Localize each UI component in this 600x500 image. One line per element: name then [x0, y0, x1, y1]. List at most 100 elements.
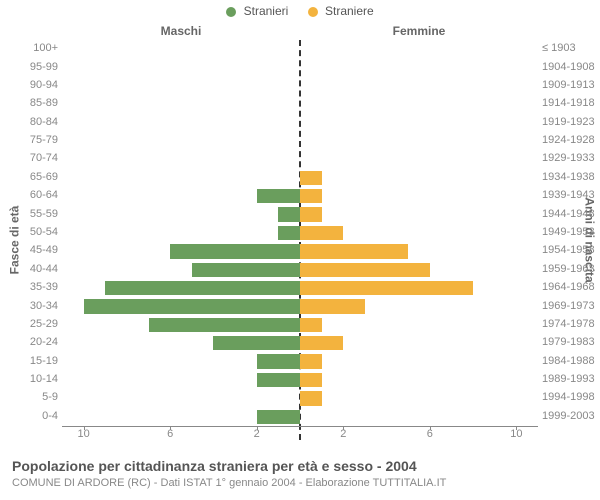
- birth-year-label: 1979-1983: [542, 336, 600, 348]
- birth-year-label: 1929-1933: [542, 152, 600, 164]
- pyramid-row: [62, 389, 538, 407]
- pyramid-row: [62, 279, 538, 297]
- age-label: 40-44: [0, 263, 58, 275]
- age-label: 75-79: [0, 134, 58, 146]
- pyramid-row: [62, 132, 538, 150]
- legend-swatch-m: [226, 7, 236, 17]
- pyramid-row: [62, 334, 538, 352]
- age-label: 25-29: [0, 318, 58, 330]
- chart-plot-area: 10622610: [62, 40, 538, 440]
- birth-year-label: 1949-1953: [542, 226, 600, 238]
- age-label: 55-59: [0, 208, 58, 220]
- bar-femmine: [300, 226, 343, 240]
- pyramid-row: [62, 40, 538, 58]
- birth-year-label: 1959-1963: [542, 263, 600, 275]
- age-label: 85-89: [0, 97, 58, 109]
- age-label: 90-94: [0, 79, 58, 91]
- x-axis-line: [62, 426, 538, 427]
- birth-year-label: 1914-1918: [542, 97, 600, 109]
- x-tick-label: 10: [78, 428, 90, 440]
- pyramid-row: [62, 205, 538, 223]
- age-label: 60-64: [0, 189, 58, 201]
- birth-year-label: 1969-1973: [542, 300, 600, 312]
- age-label: 50-54: [0, 226, 58, 238]
- pyramid-row: [62, 352, 538, 370]
- birth-year-label: 1909-1913: [542, 79, 600, 91]
- x-tick-label: 6: [427, 428, 433, 440]
- bar-femmine: [300, 354, 322, 368]
- bar-femmine: [300, 171, 322, 185]
- bar-maschi: [257, 189, 300, 203]
- legend-swatch-f: [308, 7, 318, 17]
- pyramid-row: [62, 77, 538, 95]
- bar-femmine: [300, 299, 365, 313]
- x-tick-label: 2: [254, 428, 260, 440]
- bar-femmine: [300, 391, 322, 405]
- birth-year-label: 1954-1958: [542, 244, 600, 256]
- birth-year-label: 1919-1923: [542, 116, 600, 128]
- bar-femmine: [300, 373, 322, 387]
- birth-year-label: 1989-1993: [542, 373, 600, 385]
- birth-year-label: 1994-1998: [542, 391, 600, 403]
- bar-maschi: [105, 281, 300, 295]
- bar-femmine: [300, 189, 322, 203]
- bar-femmine: [300, 318, 322, 332]
- chart-subtitle: COMUNE DI ARDORE (RC) - Dati ISTAT 1° ge…: [12, 477, 446, 489]
- birth-year-label: 1934-1938: [542, 171, 600, 183]
- bar-maschi: [170, 244, 300, 258]
- birth-year-label: 1939-1943: [542, 189, 600, 201]
- pyramid-row: [62, 242, 538, 260]
- age-label: 30-34: [0, 300, 58, 312]
- bar-maschi: [257, 410, 300, 424]
- legend-item-f: Straniere: [308, 4, 374, 18]
- pyramid-row: [62, 297, 538, 315]
- birth-year-label: 1999-2003: [542, 410, 600, 422]
- pyramid-row: [62, 371, 538, 389]
- x-tick-label: 10: [510, 428, 522, 440]
- birth-year-label: 1974-1978: [542, 318, 600, 330]
- bar-maschi: [278, 226, 300, 240]
- chart-container: { "chart": { "type": "population-pyramid…: [0, 0, 600, 500]
- chart-title: Popolazione per cittadinanza straniera p…: [12, 458, 417, 474]
- bar-maschi: [149, 318, 300, 332]
- bar-femmine: [300, 207, 322, 221]
- x-tick-label: 6: [167, 428, 173, 440]
- bar-maschi: [192, 263, 300, 277]
- bar-femmine: [300, 336, 343, 350]
- bar-femmine: [300, 281, 473, 295]
- birth-year-label: ≤ 1903: [542, 42, 600, 54]
- age-label: 65-69: [0, 171, 58, 183]
- pyramid-row: [62, 58, 538, 76]
- pyramid-row: [62, 408, 538, 426]
- age-label: 80-84: [0, 116, 58, 128]
- column-header-maschi: Maschi: [62, 24, 300, 38]
- birth-year-label: 1904-1908: [542, 61, 600, 73]
- column-header-femmine: Femmine: [300, 24, 538, 38]
- chart-legend: Stranieri Straniere: [0, 4, 600, 18]
- bar-femmine: [300, 263, 430, 277]
- age-label: 20-24: [0, 336, 58, 348]
- pyramid-row: [62, 114, 538, 132]
- legend-item-m: Stranieri: [226, 4, 288, 18]
- birth-year-label: 1984-1988: [542, 355, 600, 367]
- pyramid-row: [62, 187, 538, 205]
- legend-label-m: Stranieri: [244, 4, 289, 18]
- pyramid-row: [62, 95, 538, 113]
- age-label: 5-9: [0, 391, 58, 403]
- pyramid-row: [62, 316, 538, 334]
- age-label: 45-49: [0, 244, 58, 256]
- pyramid-row: [62, 261, 538, 279]
- age-label: 95-99: [0, 61, 58, 73]
- age-label: 100+: [0, 42, 58, 54]
- age-label: 70-74: [0, 152, 58, 164]
- bar-maschi: [278, 207, 300, 221]
- birth-year-label: 1964-1968: [542, 281, 600, 293]
- age-label: 35-39: [0, 281, 58, 293]
- bar-maschi: [257, 354, 300, 368]
- age-label: 15-19: [0, 355, 58, 367]
- pyramid-row: [62, 224, 538, 242]
- age-label: 10-14: [0, 373, 58, 385]
- bar-femmine: [300, 244, 408, 258]
- birth-year-label: 1924-1928: [542, 134, 600, 146]
- legend-label-f: Straniere: [325, 4, 374, 18]
